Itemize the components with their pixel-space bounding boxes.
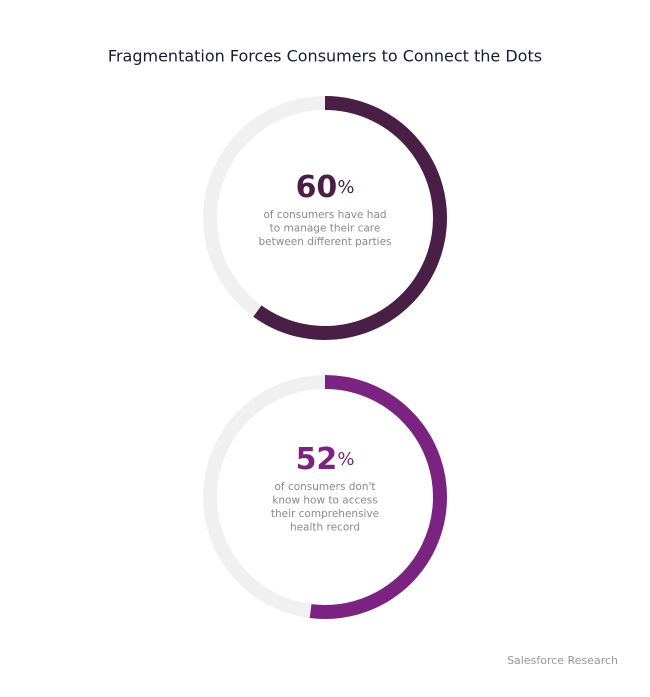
page-title: Fragmentation Forces Consumers to Connec… [108,47,542,66]
description-line: between different parties [258,236,391,248]
value-label: 52% [296,442,355,477]
description-line: health record [290,522,360,534]
value-label: 60% [296,170,355,205]
description-line: to manage their care [270,223,381,235]
description-line: their comprehensive [271,508,379,520]
description-line: of consumers don't [275,481,376,493]
source: Salesforce Research [507,654,618,667]
description-line: know how to access [272,495,377,507]
value-number: 52 [296,442,338,477]
value-unit: % [337,177,354,198]
ring-arc [253,96,447,340]
value-unit: % [337,449,354,470]
description-line: of consumers have had [263,209,386,221]
value-number: 60 [296,170,338,205]
ring-arc [309,375,447,619]
